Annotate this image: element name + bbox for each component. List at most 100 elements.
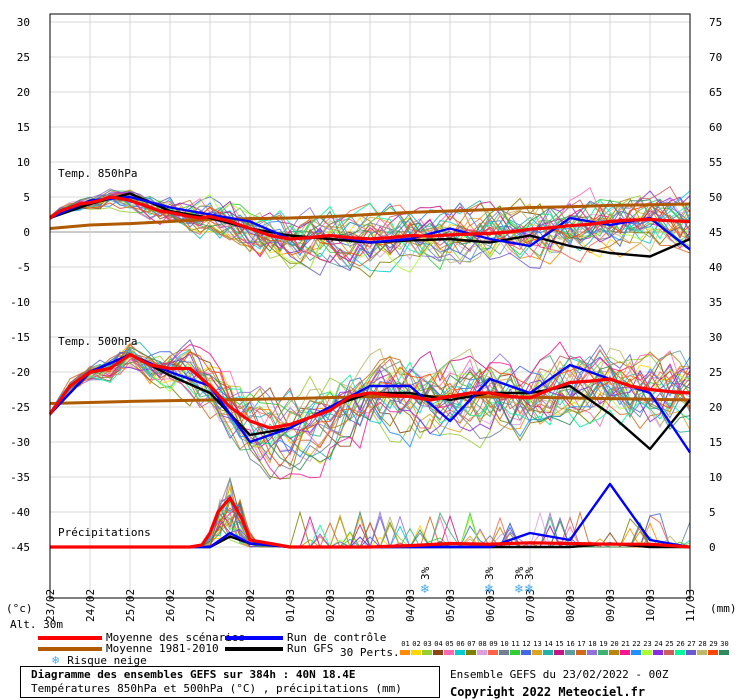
pert-line-t500 xyxy=(49,362,691,480)
pert-line-t850 xyxy=(49,202,691,261)
pert-code: 08 xyxy=(478,640,487,648)
pert-code: 02 xyxy=(412,640,421,648)
pert-code: 24 xyxy=(654,640,663,648)
y-left-tick-label: -5 xyxy=(17,261,30,274)
pert-code: 16 xyxy=(566,640,575,648)
legend-gfs: Run GFS xyxy=(225,642,333,655)
snowflake-icon: ❄ xyxy=(52,653,60,667)
x-tick-label: 03/03 xyxy=(364,589,377,622)
pert-line-t500 xyxy=(49,353,691,462)
legend-label-control: Run de contrôle xyxy=(287,631,387,644)
x-tick-label: 28/02 xyxy=(244,589,257,622)
y-left-tick-label: 10 xyxy=(17,156,30,169)
y-left-tick-label: 0 xyxy=(23,226,30,239)
panel-label-t850: Temp. 850hPa xyxy=(58,167,137,180)
legend-swatch-control xyxy=(225,635,283,640)
pert-line-t500 xyxy=(49,352,691,468)
pert-code: 13 xyxy=(533,640,542,648)
x-tick-label: 10/03 xyxy=(644,589,657,622)
pert-color-swatch xyxy=(664,650,674,655)
pert-code: 03 xyxy=(423,640,432,648)
pert-code: 11 xyxy=(511,640,520,648)
pert-line-t850 xyxy=(49,193,691,273)
pert-code: 15 xyxy=(555,640,564,648)
pert-line-t500 xyxy=(49,346,691,471)
pert-color-swatch xyxy=(719,650,729,655)
y-left-tick-label: -30 xyxy=(10,436,30,449)
pert-code: 14 xyxy=(544,640,553,648)
x-tick-label: 26/02 xyxy=(164,589,177,622)
y-right-unit: (mm) xyxy=(710,602,737,615)
pert-color-swatch xyxy=(598,650,608,655)
legend-label-snow: Risque neige xyxy=(67,653,147,667)
x-tick-label: 24/02 xyxy=(84,589,97,622)
pert-code: 26 xyxy=(676,640,685,648)
snowflake-icon: ❄ xyxy=(524,582,534,596)
pert-code: 27 xyxy=(687,640,696,648)
pert-code: 06 xyxy=(456,640,465,648)
pert-color-swatch xyxy=(543,650,553,655)
series-moyenne-1981-2010-t500 xyxy=(49,395,691,405)
y-right-tick-label: 65 xyxy=(709,86,722,99)
legend-swatch-climo xyxy=(38,646,102,651)
snow-risk-markers: 3% ❄ 3% ❄ 3% ❄ 3% ❄ xyxy=(419,566,536,596)
pert-color-swatch xyxy=(444,650,454,655)
perturbation-color-key xyxy=(400,650,730,655)
pert-color-swatch xyxy=(620,650,630,655)
snowflake-icon: ❄ xyxy=(420,582,430,596)
y-left-tick-label: -20 xyxy=(10,366,30,379)
pert-code: 17 xyxy=(577,640,586,648)
y-left-tick-label: 30 xyxy=(17,16,30,29)
x-tick-label: 25/02 xyxy=(124,589,137,622)
pert-code: 19 xyxy=(599,640,608,648)
x-tick-label: 08/03 xyxy=(564,589,577,622)
legend-control: Run de contrôle xyxy=(225,631,386,644)
pert-color-swatch xyxy=(697,650,707,655)
pert-line-t850 xyxy=(49,194,691,252)
y-right-tick-label: 40 xyxy=(709,261,722,274)
pert-color-swatch xyxy=(400,650,410,655)
pert-code: 22 xyxy=(632,640,641,648)
pert-code: 10 xyxy=(500,640,509,648)
y-left-tick-label: 20 xyxy=(17,86,30,99)
y-right-tick-label: 50 xyxy=(709,191,722,204)
pert-code: 30 xyxy=(720,640,729,648)
run-info-block: Ensemble GEFS du 23/02/2022 - 00Z Copyri… xyxy=(450,668,669,699)
pert-color-swatch xyxy=(576,650,586,655)
y-right-tick-label: 70 xyxy=(709,51,722,64)
legend-swatch-mean xyxy=(38,635,102,640)
perturbations-label: 30 Perts. xyxy=(340,646,400,659)
y-right-tick-label: 0 xyxy=(709,541,716,554)
pert-color-swatch xyxy=(642,650,652,655)
pert-code: 29 xyxy=(709,640,718,648)
y-left-tick-label: -35 xyxy=(10,471,30,484)
copyright: Copyright 2022 Meteociel.fr xyxy=(450,685,646,699)
pert-color-swatch xyxy=(499,650,509,655)
legend-label-climo: Moyenne 1981-2010 xyxy=(106,642,219,655)
pert-color-swatch xyxy=(686,650,696,655)
snow-risk-label: 3% xyxy=(419,566,432,580)
chart-grid xyxy=(49,14,691,598)
pert-line-t500 xyxy=(49,346,691,422)
pert-code: 25 xyxy=(665,640,674,648)
y-right-tick-label: 10 xyxy=(709,471,722,484)
series-moyenne-des-sc-narios-t500 xyxy=(48,352,691,430)
x-tick-label: 23/02 xyxy=(44,589,57,622)
pert-color-swatch xyxy=(521,650,531,655)
pert-color-swatch xyxy=(422,650,432,655)
pert-color-swatch xyxy=(510,650,520,655)
chart-labels: Temp. 850hPa Temp. 500hPa Précipitations xyxy=(58,167,151,539)
pert-code: 28 xyxy=(698,640,707,648)
x-tick-label: 27/02 xyxy=(204,589,217,622)
snowflake-icon: ❄ xyxy=(484,582,494,596)
plot-frame xyxy=(49,13,691,599)
y-left-tick-label: -25 xyxy=(10,401,30,414)
y-right-tick-label: 20 xyxy=(709,401,722,414)
pert-code: 23 xyxy=(643,640,652,648)
pert-color-swatch xyxy=(488,650,498,655)
y-right-tick-label: 15 xyxy=(709,436,722,449)
y-left-tick-label: -40 xyxy=(10,506,30,519)
pert-code: 01 xyxy=(401,640,410,648)
run-info: Ensemble GEFS du 23/02/2022 - 00Z xyxy=(450,668,669,681)
